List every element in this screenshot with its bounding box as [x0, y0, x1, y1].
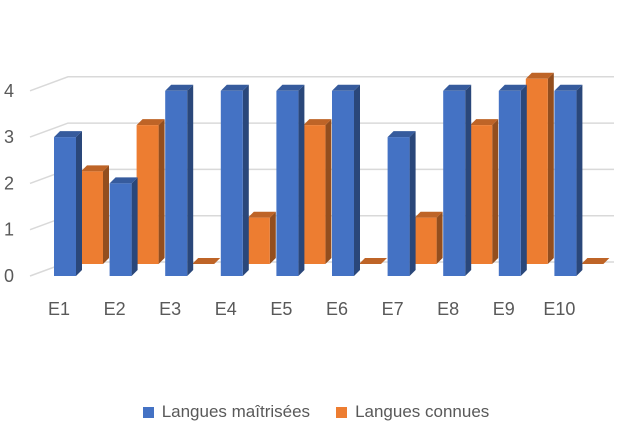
- bar-maitrisees: [54, 137, 76, 276]
- bar-maitrisees-side: [576, 84, 583, 276]
- bar-connues-top: [525, 72, 554, 79]
- bar-maitrisees: [276, 90, 299, 276]
- bar-maitrisees: [220, 90, 243, 276]
- x-tick-label: E5: [270, 299, 292, 319]
- legend-label-connues: Langues connues: [355, 402, 490, 421]
- bar-maitrisees: [165, 90, 188, 276]
- x-tick-label: E1: [48, 299, 70, 319]
- bar-connues: [470, 125, 493, 264]
- bar-maitrisees-top: [332, 84, 360, 91]
- bar-connues-side: [547, 72, 554, 264]
- bar-maitrisees-side: [76, 131, 82, 276]
- bar-connues-top: [414, 211, 443, 218]
- bar-maitrisees-side: [465, 84, 472, 276]
- bar-maitrisees-top: [220, 84, 249, 91]
- x-tick-label: E2: [104, 299, 126, 319]
- bar-maitrisees: [109, 183, 132, 276]
- bar-maitrisees-side: [131, 177, 138, 276]
- y-tick-label: 3: [4, 127, 14, 147]
- bar-maitrisees-top: [498, 84, 527, 91]
- bar-maitrisees-top: [54, 131, 82, 138]
- bar-connues-top: [81, 165, 109, 172]
- y-tick-label: 4: [4, 81, 14, 101]
- bar-maitrisees-side: [187, 84, 194, 276]
- bar-connues: [414, 217, 437, 264]
- x-tick-label: E4: [215, 299, 237, 319]
- x-tick-label: E3: [159, 299, 181, 319]
- legend-item-connues: Langues connues: [336, 402, 489, 422]
- bar-connues-top: [303, 119, 332, 126]
- legend-swatch-maitrisees: [142, 406, 154, 418]
- bar-connues-top: [247, 211, 276, 218]
- bar-maitrisees: [554, 90, 577, 276]
- bar-connues-top: [192, 258, 221, 264]
- x-tick-label: E8: [437, 299, 459, 319]
- bar-maitrisees-side: [242, 84, 249, 276]
- x-tick-label: E9: [493, 299, 515, 319]
- bar-connues: [81, 171, 103, 264]
- y-tick-label: 0: [4, 266, 14, 286]
- bar-connues-side: [325, 119, 332, 264]
- y-tick-label: 2: [4, 173, 14, 193]
- bar-connues-side: [103, 165, 109, 264]
- gridline: [29, 76, 614, 92]
- bar-connues-side: [158, 119, 165, 264]
- bar-maitrisees-side: [409, 131, 416, 276]
- bar-maitrisees-top: [387, 131, 416, 138]
- bar-connues-top: [470, 119, 499, 126]
- bar-connues-side: [269, 211, 276, 264]
- bar-connues-side: [436, 211, 443, 264]
- bar-maitrisees: [332, 90, 354, 276]
- y-tick-label: 1: [4, 220, 14, 240]
- bar-connues-top: [359, 258, 387, 264]
- bar-maitrisees-top: [109, 177, 138, 184]
- bar-connues: [136, 125, 159, 264]
- bar-maitrisees-side: [520, 84, 527, 276]
- bar-connues-top: [581, 258, 610, 264]
- bar-maitrisees-top: [554, 84, 583, 91]
- x-tick-label: E6: [326, 299, 348, 319]
- bar-connues-side: [492, 119, 499, 264]
- bar-maitrisees-side: [298, 84, 305, 276]
- bar-maitrisees: [443, 90, 466, 276]
- bar-connues-top: [136, 119, 165, 126]
- legend-swatch-connues: [336, 406, 348, 418]
- x-tick-label: E10: [543, 299, 575, 319]
- bar-maitrisees: [498, 90, 521, 276]
- gridline: [29, 122, 614, 138]
- bar-maitrisees-side: [354, 84, 360, 276]
- bar-connues: [247, 217, 270, 264]
- x-tick-label: E7: [382, 299, 404, 319]
- bar-connues: [303, 125, 326, 264]
- bar-connues: [525, 78, 548, 264]
- chart-svg: 0 1 2 3 4 E1 E2 E3 E4 E5 E6 E7 E8 E9 E10: [4, 72, 614, 319]
- bar-maitrisees-top: [276, 84, 305, 91]
- bar-maitrisees-top: [165, 84, 194, 91]
- legend: Langues maîtrisées Langues connues: [0, 402, 632, 422]
- bar-maitrisees-top: [443, 84, 472, 91]
- bar-maitrisees: [387, 137, 410, 276]
- legend-label-maitrisees: Langues maîtrisées: [161, 402, 311, 421]
- legend-item-maitrisees: Langues maîtrisées: [142, 402, 311, 422]
